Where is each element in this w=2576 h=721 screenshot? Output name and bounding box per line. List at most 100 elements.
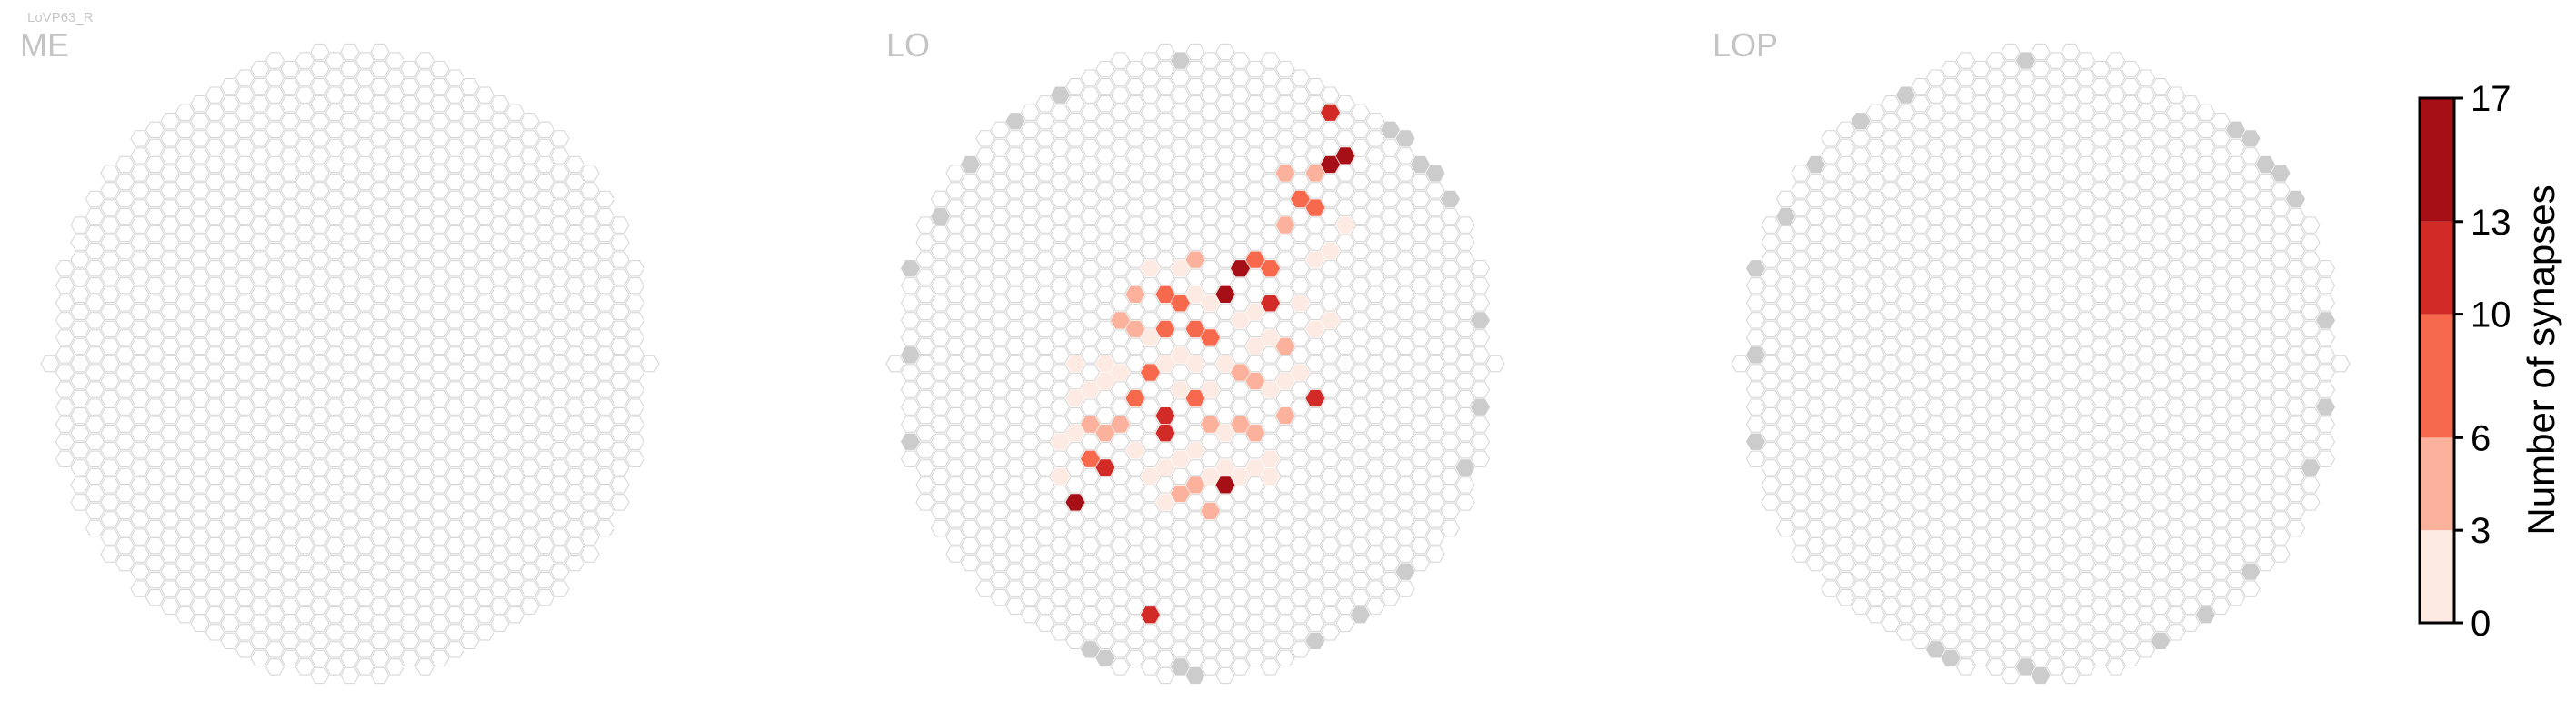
column-hex: [1245, 182, 1265, 199]
column-hex: [100, 268, 120, 285]
column-hex: [70, 425, 90, 442]
column-hex: [945, 494, 965, 511]
column-hex: [1881, 563, 1901, 580]
column-hex: [2015, 485, 2036, 503]
column-hex: [414, 589, 435, 606]
column-hex: [430, 251, 450, 268]
column-hex: [1035, 476, 1055, 494]
column-hex: [930, 225, 951, 243]
column-hex: [414, 364, 435, 381]
column-hex: [1095, 563, 1115, 580]
column-hex: [1835, 173, 1856, 191]
column-hex: [550, 407, 570, 425]
column-hex: [265, 364, 285, 381]
column-hex: [2181, 113, 2201, 130]
column-hex: [340, 303, 360, 320]
column-hex: [2301, 372, 2321, 390]
inactive-hex: [1455, 459, 1475, 476]
column-hex: [1955, 225, 1976, 243]
column-hex: [1955, 277, 1976, 295]
column-hex: [100, 389, 120, 407]
column-hex: [1805, 502, 1826, 520]
column-hex: [1170, 606, 1191, 624]
column-hex: [1775, 519, 1796, 537]
column-hex: [2135, 86, 2156, 104]
column-hex: [2271, 389, 2291, 407]
column-hex: [2225, 502, 2246, 520]
column-hex: [2075, 155, 2096, 174]
column-hex: [1140, 52, 1161, 69]
column-hex: [1230, 121, 1251, 138]
column-hex: [265, 86, 285, 104]
column-hex: [2135, 190, 2156, 208]
column-hex: [1335, 407, 1355, 425]
column-hex: [1835, 138, 1856, 155]
column-hex: [2181, 511, 2201, 528]
synapse-hex: [1260, 329, 1281, 346]
column-hex: [1365, 285, 1385, 303]
column-hex: [490, 459, 510, 476]
column-hex: [1821, 182, 1841, 199]
column-hex: [900, 416, 921, 433]
column-hex: [1185, 407, 1205, 425]
column-hex: [1425, 320, 1445, 338]
synapse-hex: [1140, 329, 1161, 346]
column-hex: [1791, 199, 1811, 216]
column-hex: [1350, 207, 1371, 225]
column-hex: [1020, 398, 1041, 416]
column-hex: [2001, 165, 2021, 182]
column-hex: [384, 589, 405, 606]
column-hex: [2091, 494, 2111, 511]
inactive-hex: [1380, 121, 1401, 138]
column-hex: [250, 632, 270, 649]
column-hex: [520, 597, 540, 615]
column-hex: [534, 381, 555, 398]
column-hex: [474, 155, 495, 174]
column-hex: [1791, 476, 1811, 494]
column-hex: [2121, 459, 2141, 476]
column-hex: [295, 225, 315, 243]
column-hex: [2105, 190, 2126, 208]
column-hex: [2195, 502, 2216, 520]
column-hex: [2045, 572, 2066, 589]
column-hex: [250, 234, 270, 251]
column-hex: [1911, 165, 1931, 182]
column-hex: [2091, 147, 2111, 165]
column-hex: [2105, 243, 2126, 260]
column-hex: [975, 459, 995, 476]
column-hex: [520, 320, 540, 338]
column-hex: [1065, 251, 1085, 268]
column-hex: [1835, 572, 1856, 589]
column-hex: [70, 216, 90, 234]
column-hex: [2241, 459, 2261, 476]
column-hex: [340, 372, 360, 390]
column-hex: [1290, 467, 1311, 485]
column-hex: [2015, 207, 2036, 225]
column-hex: [340, 407, 360, 425]
column-hex: [1881, 130, 1901, 147]
column-hex: [414, 572, 435, 589]
column-hex: [2105, 485, 2126, 503]
column-hex: [2225, 589, 2246, 606]
column-hex: [1791, 337, 1811, 355]
column-hex: [1791, 511, 1811, 528]
column-hex: [1775, 312, 1796, 329]
column-hex: [960, 502, 981, 520]
column-hex: [1065, 303, 1085, 320]
column-hex: [1865, 329, 1886, 346]
column-hex: [2121, 511, 2141, 528]
column-hex: [990, 519, 1011, 537]
column-hex: [1020, 346, 1041, 364]
synapse-hex: [1290, 190, 1311, 208]
column-hex: [400, 78, 420, 95]
column-hex: [2015, 138, 2036, 155]
column-hex: [444, 502, 465, 520]
column-hex: [945, 234, 965, 251]
inactive-hex: [1425, 165, 1445, 182]
column-hex: [2181, 130, 2201, 147]
column-hex: [2001, 563, 2021, 580]
column-hex: [460, 130, 480, 147]
column-hex: [2045, 173, 2066, 191]
column-hex: [624, 398, 645, 416]
column-hex: [1080, 398, 1101, 416]
